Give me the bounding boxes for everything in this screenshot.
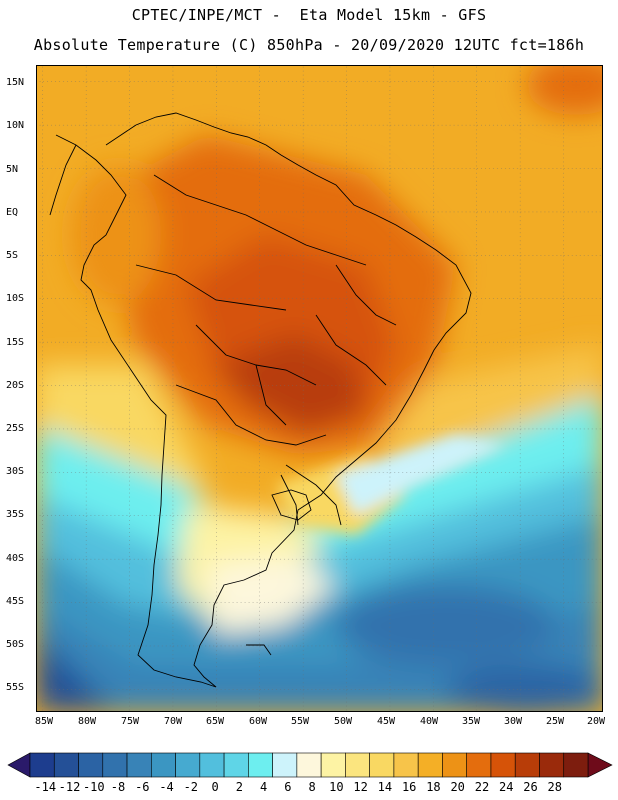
colorbar-right-arrow bbox=[587, 752, 613, 778]
colorbar-label: 10 bbox=[329, 780, 344, 794]
lat-label-eq: EQ bbox=[6, 207, 19, 218]
lat-label-5n: 5N bbox=[6, 164, 19, 175]
lat-label-35s: 35S bbox=[6, 509, 25, 520]
colorbar-cell bbox=[29, 752, 55, 778]
temperature-map bbox=[36, 65, 603, 712]
lon-label-25w: 25W bbox=[545, 716, 565, 727]
colorbar-label: 22 bbox=[474, 780, 490, 794]
colorbar-cell bbox=[223, 752, 249, 778]
lat-label-15s: 15S bbox=[6, 337, 25, 348]
lon-label-60w: 60W bbox=[248, 716, 268, 727]
lat-label-5s: 5S bbox=[6, 250, 19, 261]
lon-label-55w: 55W bbox=[290, 716, 310, 727]
colorbar-cell bbox=[102, 752, 128, 778]
colorbar-cell bbox=[199, 752, 225, 778]
colorbar-cell bbox=[490, 752, 516, 778]
lat-label-15n: 15N bbox=[6, 77, 25, 88]
lat-label-40s: 40S bbox=[6, 553, 25, 564]
colorbar-cell bbox=[369, 752, 395, 778]
colorbar-cell bbox=[126, 752, 152, 778]
lon-label-35w: 35W bbox=[461, 716, 481, 727]
lon-label-80w: 80W bbox=[77, 716, 97, 727]
colorbar-cell bbox=[563, 752, 589, 778]
colorbar-label: 28 bbox=[547, 780, 562, 794]
colorbar-cell bbox=[296, 752, 322, 778]
lat-label-55s: 55S bbox=[6, 682, 25, 693]
colorbar-label: 0 bbox=[211, 780, 219, 794]
colorbar-cell bbox=[272, 752, 298, 778]
colorbar-label: 16 bbox=[401, 780, 417, 794]
colorbar-cell bbox=[466, 752, 492, 778]
colorbar-cell bbox=[417, 752, 443, 778]
lon-label-30w: 30W bbox=[503, 716, 523, 727]
lon-label-40w: 40W bbox=[419, 716, 439, 727]
lon-label-65w: 65W bbox=[205, 716, 225, 727]
lon-label-45w: 45W bbox=[376, 716, 396, 727]
colorbar-cell bbox=[320, 752, 346, 778]
colorbar-label: 12 bbox=[353, 780, 368, 794]
colorbar-label: -10 bbox=[82, 780, 105, 794]
colorbar-label: -6 bbox=[135, 780, 150, 794]
colorbar-label: 20 bbox=[450, 780, 465, 794]
title-line-1: CPTEC/INPE/MCT - Eta Model 15km - GFS bbox=[131, 6, 487, 24]
colorbar-label: 6 bbox=[284, 780, 292, 794]
title-line-2: Absolute Temperature (C) 850hPa - 20/09/… bbox=[33, 36, 585, 54]
colorbar-label: 2 bbox=[235, 780, 243, 794]
colorbar-label: -4 bbox=[159, 780, 174, 794]
colorbar-cell bbox=[345, 752, 370, 778]
colorbar-cell bbox=[442, 752, 467, 778]
colorbar-label: -12 bbox=[58, 780, 81, 794]
lon-label-85w: 85W bbox=[34, 716, 54, 727]
colorbar-cell bbox=[393, 752, 419, 778]
colorbar-cell bbox=[53, 752, 79, 778]
lat-label-10n: 10N bbox=[6, 120, 25, 131]
lon-label-75w: 75W bbox=[120, 716, 140, 727]
colorbar-cell bbox=[78, 752, 104, 778]
colorbar-label: 18 bbox=[426, 780, 441, 794]
lat-label-10s: 10S bbox=[6, 293, 25, 304]
colorbar-cell bbox=[539, 752, 565, 778]
colorbar-cell bbox=[175, 752, 201, 778]
colorbar-label: 8 bbox=[308, 780, 316, 794]
colorbar-label: 4 bbox=[259, 780, 268, 794]
lat-label-30s: 30S bbox=[6, 466, 25, 477]
colorbar-label: -14 bbox=[34, 780, 57, 794]
color-scale-bar bbox=[7, 752, 613, 778]
colorbar-cell bbox=[248, 752, 273, 778]
lat-label-50s: 50S bbox=[6, 639, 25, 650]
colorbar-label: 24 bbox=[498, 780, 514, 794]
coastline-borders bbox=[49, 112, 472, 688]
colorbar-label: -2 bbox=[183, 780, 199, 794]
colorbar-left-arrow bbox=[7, 752, 31, 778]
colorbar-label: -8 bbox=[110, 780, 126, 794]
lat-label-20s: 20S bbox=[6, 380, 25, 391]
lon-label-70w: 70W bbox=[163, 716, 183, 727]
colorbar-cell bbox=[151, 752, 176, 778]
colorbar-cell bbox=[514, 752, 540, 778]
lon-label-20w: 20W bbox=[586, 716, 606, 727]
lon-label-50w: 50W bbox=[333, 716, 353, 727]
lat-label-45s: 45S bbox=[6, 596, 25, 607]
colorbar-label: 14 bbox=[377, 780, 393, 794]
colorbar-label: 26 bbox=[523, 780, 538, 794]
lat-label-25s: 25S bbox=[6, 423, 25, 434]
